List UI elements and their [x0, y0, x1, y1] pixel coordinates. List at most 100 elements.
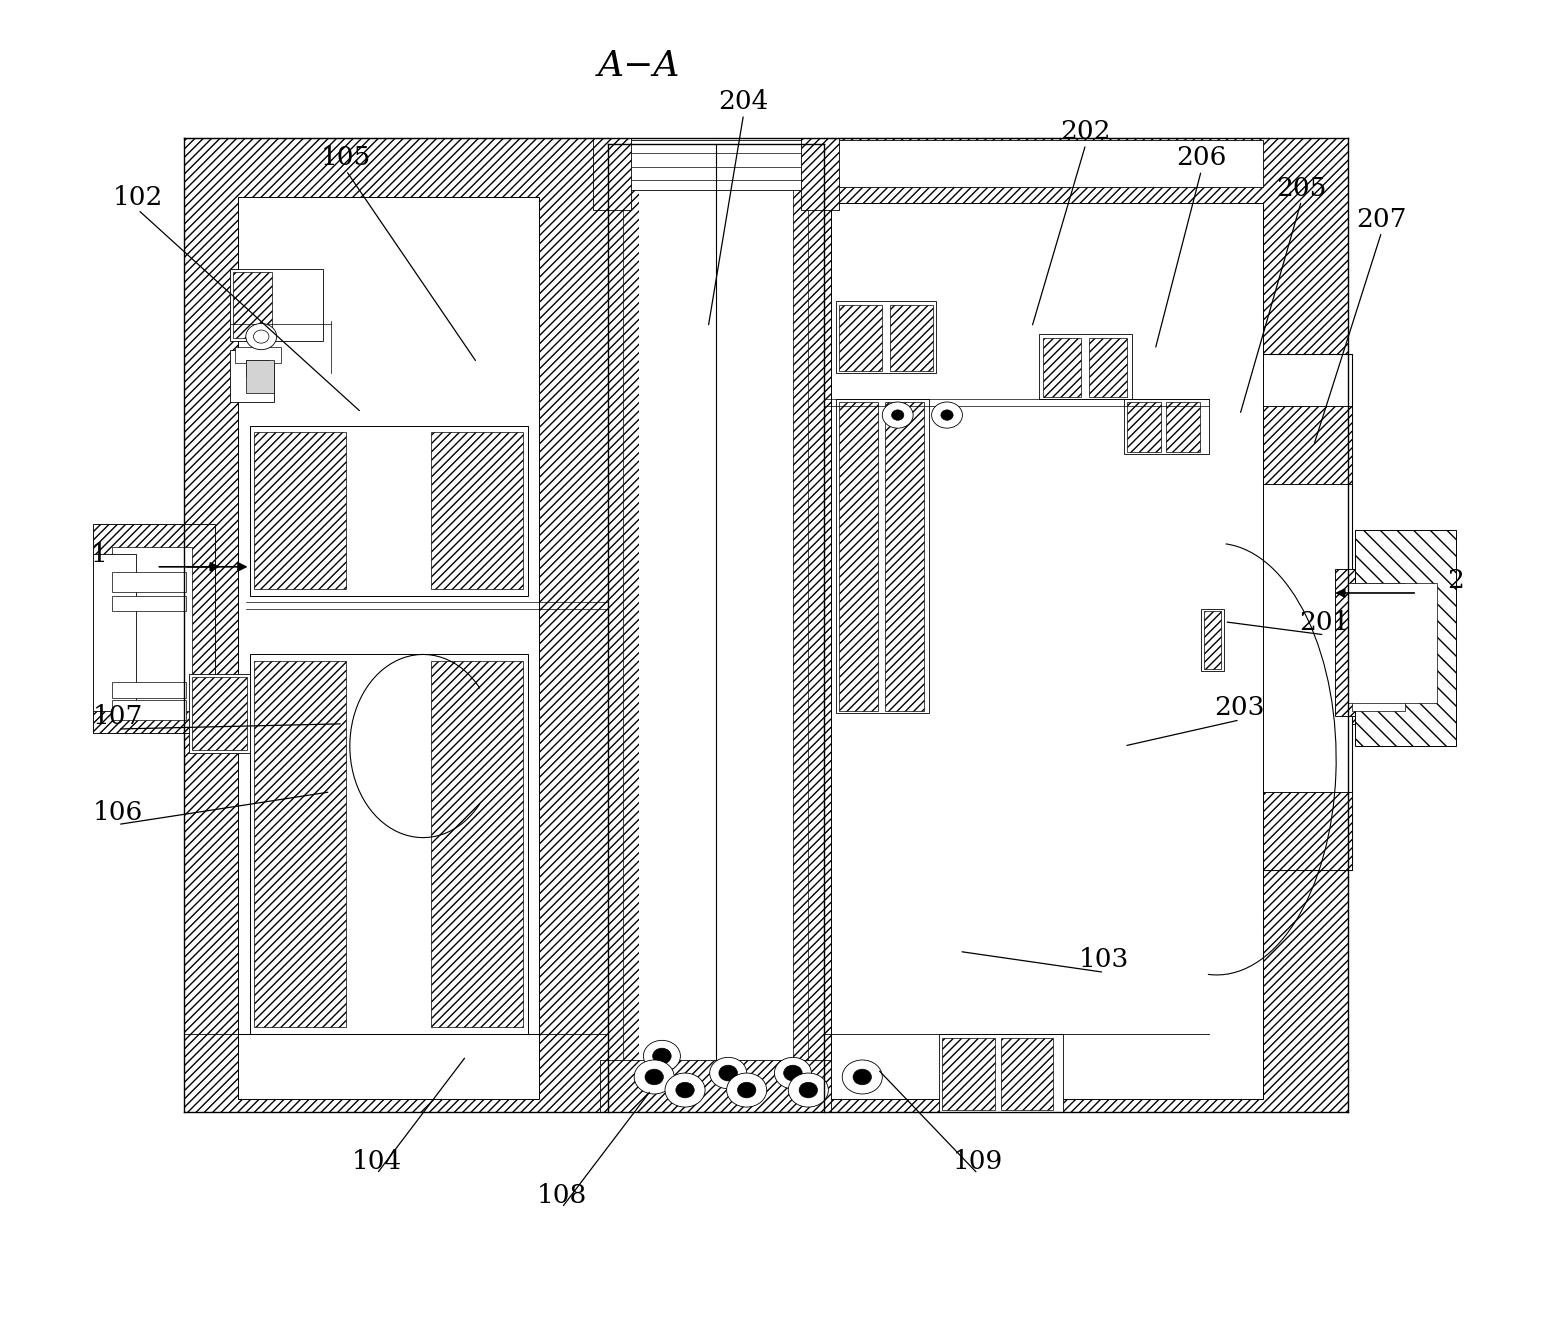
Bar [93, 524, 215, 732]
Bar [1216, 792, 1353, 870]
Circle shape [726, 1073, 767, 1107]
Bar [1348, 583, 1437, 703]
Bar [608, 144, 824, 1112]
Bar [1039, 334, 1132, 399]
Bar [250, 426, 527, 596]
Circle shape [676, 1083, 694, 1097]
Bar [1124, 399, 1208, 455]
Text: 104: 104 [351, 1149, 401, 1174]
Circle shape [882, 402, 913, 428]
Circle shape [843, 1060, 882, 1095]
Bar [1216, 406, 1353, 484]
Circle shape [653, 1048, 672, 1064]
Bar [431, 661, 522, 1027]
Bar [112, 682, 185, 698]
Text: 203: 203 [1214, 695, 1266, 720]
Circle shape [634, 1060, 675, 1095]
Bar [230, 268, 323, 341]
Bar [608, 140, 824, 190]
Bar [183, 137, 608, 1112]
Bar [112, 572, 185, 592]
Bar [253, 432, 347, 590]
Bar [431, 432, 522, 590]
Bar [1202, 608, 1224, 672]
Bar [233, 272, 272, 338]
Bar [840, 402, 877, 711]
Bar [889, 305, 933, 370]
Text: 201: 201 [1300, 609, 1350, 635]
Text: 207: 207 [1356, 208, 1407, 231]
Text: 103: 103 [1079, 948, 1129, 972]
Bar [1166, 402, 1200, 452]
Bar [624, 144, 639, 1112]
Bar [639, 157, 793, 1099]
Bar [253, 661, 347, 1027]
Bar [1001, 1038, 1053, 1109]
Bar [246, 360, 269, 375]
Circle shape [709, 1058, 746, 1089]
Bar [1088, 338, 1127, 397]
Text: 204: 204 [718, 89, 768, 114]
Bar [1353, 583, 1404, 711]
Bar [600, 1060, 832, 1112]
Circle shape [784, 1066, 802, 1081]
Bar [238, 197, 538, 1034]
Bar [1340, 570, 1417, 723]
Circle shape [891, 410, 903, 420]
Circle shape [644, 1040, 681, 1072]
Bar [793, 144, 809, 1112]
Bar [250, 654, 527, 1034]
Bar [1127, 402, 1162, 452]
Bar [592, 137, 631, 210]
Bar [1042, 338, 1081, 397]
Circle shape [774, 1058, 812, 1089]
Circle shape [253, 330, 269, 344]
Bar [112, 596, 185, 611]
Circle shape [737, 1083, 756, 1097]
Circle shape [941, 410, 953, 420]
Circle shape [931, 402, 963, 428]
Text: 205: 205 [1277, 176, 1326, 201]
Text: 105: 105 [320, 145, 372, 171]
Bar [885, 402, 924, 711]
Bar [230, 350, 274, 402]
Bar [837, 301, 936, 373]
Bar [939, 1034, 1062, 1112]
Circle shape [718, 1066, 737, 1081]
Bar [1216, 353, 1353, 870]
Circle shape [645, 1069, 664, 1085]
Bar [801, 137, 840, 210]
Bar [112, 701, 185, 720]
Bar [824, 137, 1348, 1112]
Text: 1: 1 [92, 542, 107, 567]
Bar [840, 305, 882, 370]
Text: A−A: A−A [597, 49, 680, 83]
Bar [832, 204, 1263, 1099]
Circle shape [246, 324, 277, 350]
Text: 202: 202 [1061, 119, 1110, 144]
Bar [238, 1034, 538, 1099]
Circle shape [788, 1073, 829, 1107]
Text: 107: 107 [93, 705, 143, 728]
Bar [235, 348, 281, 362]
Text: 206: 206 [1176, 145, 1227, 171]
Bar [93, 554, 137, 711]
Bar [1336, 570, 1451, 717]
Bar [112, 547, 191, 711]
Text: 102: 102 [114, 185, 163, 210]
Text: 2: 2 [1448, 568, 1463, 594]
Bar [942, 1038, 995, 1109]
Circle shape [666, 1073, 704, 1107]
Text: 108: 108 [536, 1183, 586, 1208]
Bar [837, 399, 928, 714]
Text: 109: 109 [953, 1149, 1003, 1174]
Bar [191, 677, 247, 750]
Bar [824, 140, 1263, 188]
Text: 106: 106 [93, 800, 143, 825]
Bar [1356, 530, 1455, 746]
Circle shape [854, 1069, 871, 1085]
Circle shape [799, 1083, 818, 1097]
Bar [246, 360, 274, 393]
Bar [1205, 611, 1221, 669]
Bar [188, 674, 250, 752]
